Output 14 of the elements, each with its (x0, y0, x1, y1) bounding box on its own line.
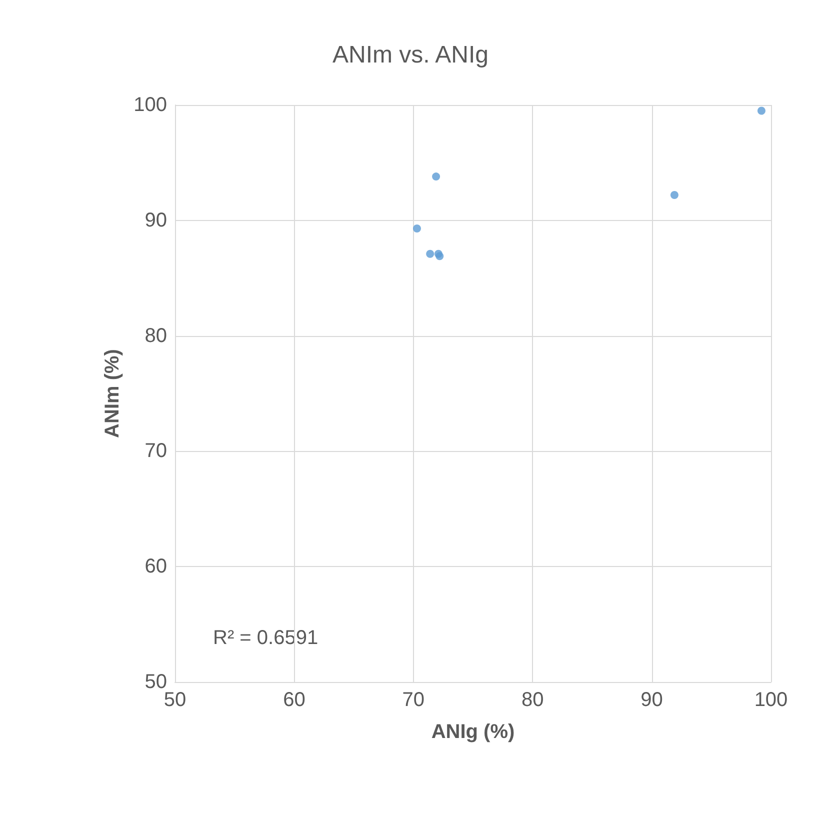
y-tick-label: 80 (144, 324, 167, 347)
y-tick-label: 60 (144, 556, 167, 578)
x-tick-label: 70 (402, 689, 425, 711)
chart-title: ANIm vs. ANIg (332, 42, 489, 68)
x-axis-title: ANIg (%) (431, 721, 515, 743)
y-axis-title: ANIm (%) (102, 349, 124, 438)
x-tick-label: 100 (754, 689, 788, 711)
x-tick-label: 80 (521, 689, 544, 711)
y-tick-label: 90 (144, 209, 167, 232)
x-tick-label: 90 (640, 689, 663, 711)
y-tick-label: 100 (134, 94, 167, 116)
y-tick-label: 70 (144, 440, 167, 462)
annotation: R² = 0.6591 (213, 627, 318, 649)
x-tick-label: 60 (283, 689, 306, 711)
